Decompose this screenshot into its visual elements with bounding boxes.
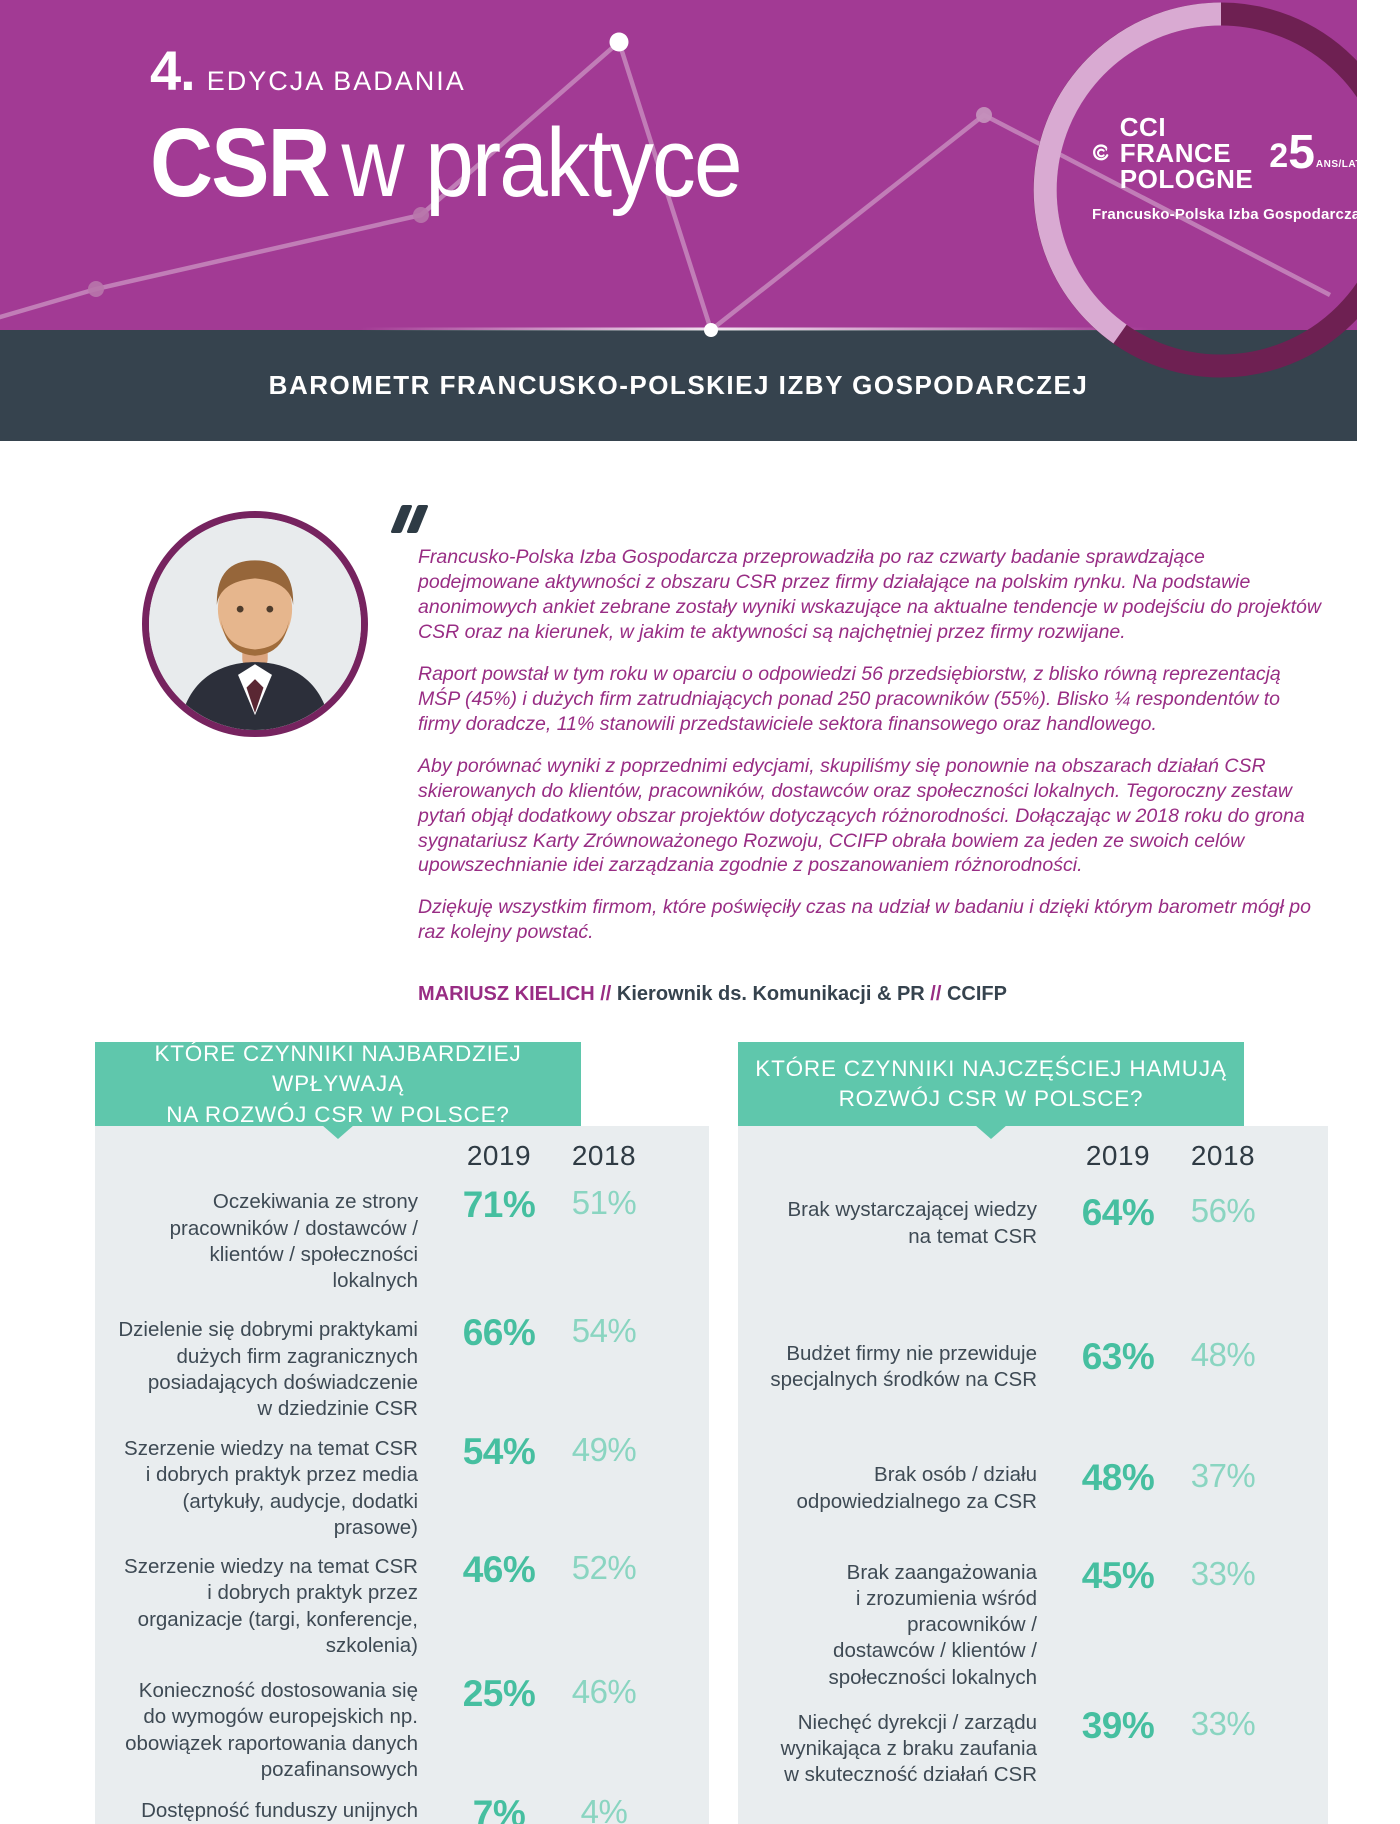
anniversary-digit-5: 5 — [1288, 125, 1315, 179]
edition-label: EDYCJA BADANIA — [206, 66, 466, 96]
row-label: Budżet firmy nie przewiduje specjalnych … — [770, 1341, 1037, 1392]
row-label: Szerzenie wiedzy na temat CSR i dobrych … — [124, 1555, 418, 1657]
banner-title: BAROMETR FRANCUSKO-POLSKIEJ IZBY GOSPODA… — [268, 370, 1089, 400]
panel-header: KTÓRE CZYNNIKI NAJCZĘŚCIEJ HAMUJĄ ROZWÓJ… — [738, 1042, 1244, 1140]
row-label: Szerzenie wiedzy na temat CSR i dobrych … — [124, 1437, 418, 1539]
row-label: Niechęć dyrekcji / zarządu wynikająca z … — [780, 1710, 1037, 1787]
anniversary-label: ANS/LAT — [1315, 159, 1357, 171]
table-row: Niechęć dyrekcji / zarządu wynikająca z … — [750, 1705, 1273, 1789]
cci-logo-name: CCI FRANCE POLOGNE — [1120, 114, 1254, 192]
chart-panel-factors-driving-csr: KTÓRE CZYNNIKI NAJBARDZIEJ WPŁYWAJĄ NA R… — [95, 1041, 709, 1824]
value-2019: 64% — [1081, 1192, 1155, 1234]
year-header-2019: 2019 — [466, 1140, 532, 1172]
masthead-text: 4. EDYCJA BADANIA CSR w praktyce — [150, 38, 806, 219]
value-2018: 33% — [1190, 1554, 1256, 1592]
quote-section: Francusko-Polska Izba Gospodarcza przepr… — [0, 441, 1357, 1006]
quote-paragraph-1: Francusko-Polska Izba Gospodarcza przepr… — [418, 546, 1321, 643]
row-label: Brak wystarczającej wiedzy na temat CSR — [787, 1198, 1038, 1248]
quote-paragraph-3: Aby porównać wyniki z poprzednimi edycja… — [418, 754, 1305, 877]
row-label: Brak osób / działu odpowiedzialnego za C… — [796, 1463, 1037, 1513]
author-role: Kierownik ds. Komunikacji & PR — [616, 983, 925, 1006]
row-label: Dzielenie się dobrymi praktykami dużych … — [118, 1318, 418, 1420]
panel-body: 2019 2018 Brak wystarczającej wiedzy na … — [738, 1126, 1328, 1824]
avatar — [142, 511, 368, 737]
table-row: Budżet firmy nie przewiduje specjalnych … — [750, 1336, 1273, 1393]
row-label: Dostępność funduszy unijnych — [141, 1799, 418, 1823]
row-label: Oczekiwania ze strony pracowników / dost… — [169, 1190, 418, 1293]
table-row: Brak osób / działu odpowiedzialnego za C… — [750, 1457, 1273, 1514]
value-2018: 48% — [1190, 1335, 1256, 1373]
value-2019: 66% — [462, 1312, 536, 1354]
value-2019: 54% — [462, 1431, 536, 1473]
year-columns-header: 2019 2018 — [750, 1140, 1273, 1172]
year-header-2019: 2019 — [1085, 1140, 1151, 1172]
separator: // — [924, 983, 947, 1006]
chart-panel-factors-blocking-csr: KTÓRE CZYNNIKI NAJCZĘŚCIEJ HAMUJĄ ROZWÓJ… — [738, 1042, 1328, 1824]
value-2018: 52% — [571, 1549, 637, 1587]
value-2018: 37% — [1190, 1457, 1256, 1495]
author-name: MARIUSZ KIELICH — [418, 983, 595, 1006]
value-2019: 25% — [462, 1673, 536, 1715]
year-columns-header: 2019 2018 — [107, 1140, 654, 1172]
value-2018: 33% — [1190, 1704, 1256, 1742]
value-2019: 63% — [1081, 1335, 1155, 1377]
value-2019: 39% — [1081, 1704, 1155, 1746]
panel-body: 2019 2018 Oczekiwania ze strony pracowni… — [95, 1126, 709, 1824]
quote-icon — [390, 505, 1323, 535]
table-row: Dostępność funduszy unijnych 7% 4% — [107, 1793, 654, 1824]
charts-section: KTÓRE CZYNNIKI NAJBARDZIEJ WPŁYWAJĄ NA R… — [95, 1041, 1357, 1824]
table-row: Szerzenie wiedzy na temat CSR i dobrych … — [107, 1549, 654, 1659]
year-header-2018: 2018 — [1190, 1140, 1256, 1172]
anniversary-digit-2: 2 — [1269, 137, 1289, 176]
value-2018: 4% — [580, 1793, 628, 1824]
avatar-illustration — [149, 518, 361, 730]
page-title-light: w praktyce — [341, 108, 743, 217]
value-2019: 71% — [462, 1184, 536, 1226]
cci-logo-subtitle: Francusko-Polska Izba Gospodarcza — [1092, 206, 1357, 223]
value-2019: 7% — [472, 1793, 526, 1824]
value-2018: 54% — [571, 1312, 637, 1350]
panel-header: KTÓRE CZYNNIKI NAJBARDZIEJ WPŁYWAJĄ NA R… — [95, 1041, 581, 1140]
value-2018: 56% — [1190, 1192, 1256, 1230]
row-label: Brak zaangażowania i zrozumienia wśród p… — [828, 1560, 1037, 1689]
table-row: Dzielenie się dobrymi praktykami dużych … — [107, 1312, 654, 1422]
separator: // — [594, 983, 617, 1006]
page-title: CSR w praktyce — [150, 107, 743, 219]
page-content: 4. EDYCJA BADANIA CSR w praktyce — [0, 0, 1357, 1824]
header-notch — [322, 1125, 354, 1140]
table-row: Szerzenie wiedzy na temat CSR i dobrych … — [107, 1431, 654, 1541]
quote-attribution: MARIUSZ KIELICH // Kierownik ds. Komunik… — [418, 983, 1323, 1006]
table-row: Brak zaangażowania i zrozumienia wśród p… — [750, 1555, 1273, 1691]
table-row: Brak wystarczającej wiedzy na temat CSR … — [750, 1192, 1273, 1249]
cci-logo-line1: CCI FRANCE — [1119, 112, 1232, 168]
cci-logo-mark — [1093, 144, 1109, 161]
header-notch — [975, 1125, 1007, 1140]
panel-title: KTÓRE CZYNNIKI NAJBARDZIEJ WPŁYWAJĄ NA R… — [154, 1040, 522, 1127]
table-row: Oczekiwania ze strony pracowników / dost… — [107, 1184, 654, 1294]
edition-row: 4. EDYCJA BADANIA — [150, 38, 806, 103]
year-header-2018: 2018 — [571, 1140, 637, 1172]
panel-title: KTÓRE CZYNNIKI NAJCZĘŚCIEJ HAMUJĄ ROZWÓJ… — [755, 1055, 1227, 1112]
row-label: Konieczność dostosowania się do wymogów … — [125, 1679, 418, 1781]
author-org: CCIFP — [946, 983, 1007, 1006]
value-2018: 51% — [571, 1184, 637, 1222]
value-2019: 48% — [1081, 1457, 1155, 1499]
value-2019: 45% — [1081, 1554, 1155, 1596]
quote-paragraph-4: Dziękuję wszystkim firmom, które poświęc… — [418, 896, 1311, 944]
value-2018: 49% — [571, 1431, 637, 1469]
quote-paragraph-2: Raport powstał w tym roku w oparciu o od… — [418, 662, 1281, 735]
edition-number: 4. — [150, 39, 196, 102]
page-title-bold: CSR — [150, 108, 331, 217]
quote-text-column: Francusko-Polska Izba Gospodarcza przepr… — [390, 505, 1323, 1006]
value-2019: 46% — [462, 1549, 536, 1591]
table-row: Konieczność dostosowania się do wymogów … — [107, 1673, 654, 1783]
value-2018: 46% — [571, 1673, 637, 1711]
cci-logo-line2: POLOGNE — [1119, 164, 1254, 194]
